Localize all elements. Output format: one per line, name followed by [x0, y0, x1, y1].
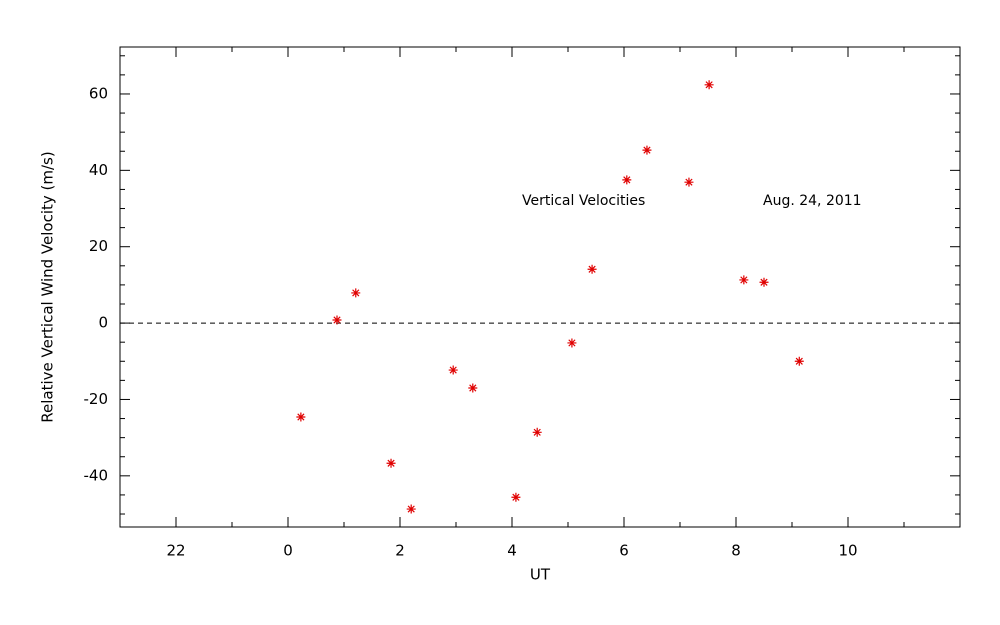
point — [386, 458, 396, 468]
plot-frame — [119, 46, 961, 528]
y-tick-label: 20 — [89, 237, 108, 255]
annotation: Aug. 24, 2011 — [763, 193, 862, 209]
x-tick-label: 2 — [395, 542, 405, 560]
x-tick-label: 10 — [838, 542, 857, 560]
point — [684, 177, 694, 187]
y-tick-label: -20 — [84, 390, 109, 408]
point — [332, 315, 342, 325]
x-tick-label: 22 — [166, 542, 185, 560]
x-axis-label: UT — [530, 566, 551, 584]
y-tick-label: 60 — [89, 84, 108, 102]
x-tick-label: 4 — [507, 542, 517, 560]
y-tick-label: 0 — [98, 314, 108, 332]
point — [532, 427, 542, 437]
point — [622, 175, 632, 185]
point — [739, 275, 749, 285]
point — [296, 412, 306, 422]
point — [794, 356, 804, 366]
point — [567, 338, 577, 348]
y-tick-label: 40 — [89, 161, 108, 179]
x-tick-label: 6 — [619, 542, 629, 560]
point — [448, 365, 458, 375]
point — [642, 145, 652, 155]
point — [511, 492, 521, 502]
point — [468, 383, 478, 393]
y-axis-label: Relative Vertical Wind Velocity (m/s) — [39, 151, 57, 422]
point — [351, 288, 361, 298]
point — [406, 504, 416, 514]
y-tick-label: -40 — [84, 466, 109, 484]
annotation: Vertical Velocities — [522, 193, 645, 209]
x-tick-label: 8 — [731, 542, 741, 560]
x-tick-label: 0 — [283, 542, 293, 560]
point — [759, 277, 769, 287]
point — [587, 264, 597, 274]
point — [704, 80, 714, 90]
